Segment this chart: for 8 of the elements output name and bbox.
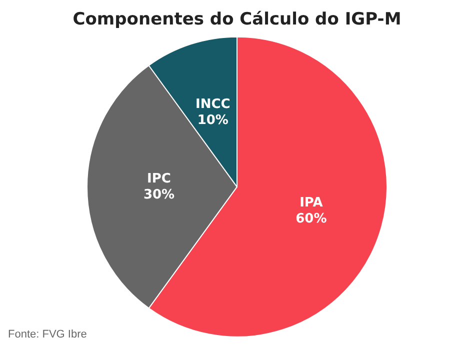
data-label: 60% bbox=[296, 211, 327, 226]
slice-label: IPC bbox=[147, 171, 171, 186]
data-label: 10% bbox=[197, 113, 228, 128]
source-note: Fonte: FVG Ibre bbox=[8, 328, 87, 340]
chart-title: Componentes do Cálculo do IGP-M bbox=[72, 10, 402, 30]
data-label: 30% bbox=[143, 187, 175, 202]
slice-label: INCC bbox=[195, 97, 230, 112]
slice-label: IPA bbox=[300, 195, 323, 210]
